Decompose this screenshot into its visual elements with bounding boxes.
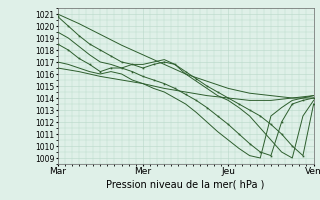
X-axis label: Pression niveau de la mer( hPa ): Pression niveau de la mer( hPa ) [107,179,265,189]
